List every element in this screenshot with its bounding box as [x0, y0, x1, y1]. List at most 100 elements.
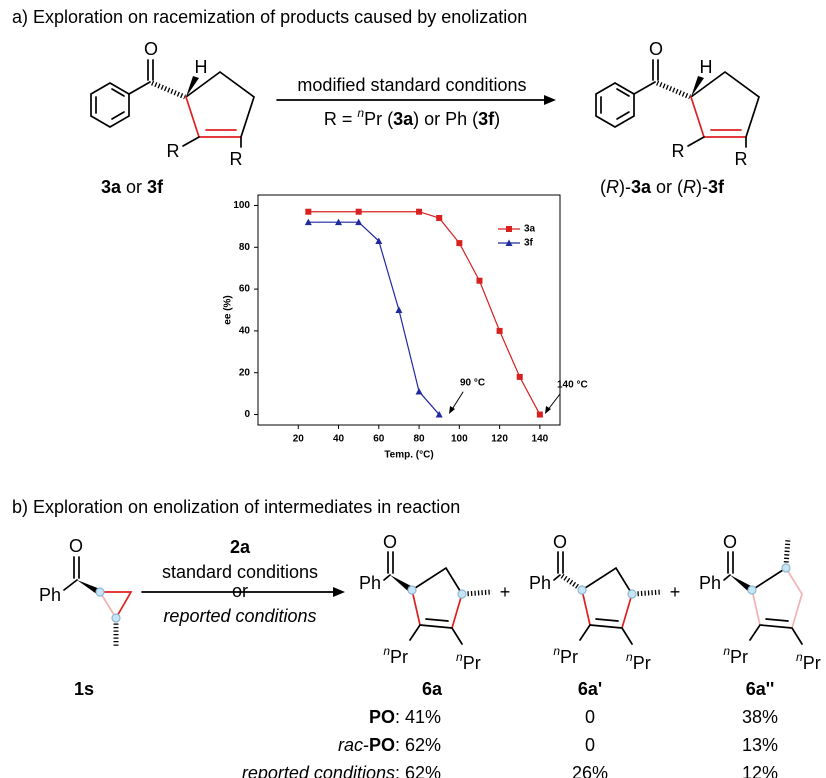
- row-label: PO:: [369, 707, 400, 727]
- hashed-bond: [633, 589, 663, 597]
- atom-dot: [457, 589, 467, 599]
- marker: [536, 411, 543, 418]
- y-axis-label: ee (%): [223, 295, 234, 324]
- hashed-bond: [783, 537, 791, 567]
- hashed-bond: [151, 80, 186, 100]
- plus: +: [500, 582, 511, 602]
- text-part: n: [796, 650, 803, 664]
- bond: [600, 88, 630, 120]
- atom-dot: [577, 585, 587, 595]
- bond: [182, 136, 242, 148]
- hashed-bond: [656, 80, 691, 100]
- label-part: )-: [619, 177, 631, 197]
- y-tick-label: 100: [233, 200, 250, 211]
- label-part: 3f: [147, 177, 164, 197]
- molecule: Ph O nPr nPr: [529, 532, 663, 673]
- table-cell: 62%: [405, 763, 441, 778]
- text-part: :: [395, 735, 400, 755]
- text-part: Pr (: [364, 109, 393, 129]
- atom-dot: [407, 585, 417, 595]
- text-part: n: [553, 644, 560, 658]
- atom: R: [735, 149, 748, 169]
- label-part: 3a: [101, 177, 122, 197]
- legend-marker: [506, 226, 512, 232]
- text-part: Pr: [560, 647, 578, 667]
- condition: standard conditions: [162, 562, 318, 582]
- marker: [375, 237, 383, 244]
- text-part: -: [363, 735, 369, 755]
- marker: [435, 411, 443, 418]
- marker: [305, 208, 312, 215]
- x-axis-label: Temp. (°C): [384, 450, 433, 461]
- molecule: Ph O: [39, 536, 133, 648]
- atom: R: [672, 141, 685, 161]
- reagent: 2a: [230, 537, 251, 557]
- atom-dot: [781, 563, 791, 573]
- compound-label: 6a: [422, 679, 443, 699]
- atom: O: [723, 532, 737, 552]
- text-part: Pr: [463, 653, 481, 673]
- marker: [496, 327, 503, 334]
- table-cell: 0: [585, 735, 595, 755]
- molecule: Ph O nPr nPr: [699, 532, 821, 673]
- marker: [355, 208, 362, 215]
- arrow-head: [545, 406, 551, 414]
- text-part: 3a: [393, 109, 414, 129]
- wedge-bond: [186, 76, 199, 97]
- arrow-head: [449, 406, 455, 414]
- wedge-bond: [730, 575, 753, 593]
- label-part: R: [683, 177, 696, 197]
- hashed-bond: [463, 589, 493, 597]
- section-title: a) Exploration on racemization of produc…: [12, 7, 527, 27]
- series-line: [308, 211, 541, 415]
- marker: [516, 373, 523, 380]
- marker: [416, 208, 423, 215]
- atom: Ph: [39, 585, 61, 605]
- bond: [751, 567, 803, 629]
- bond: [411, 566, 463, 629]
- atom: Ph: [699, 573, 721, 593]
- marker: [436, 215, 443, 221]
- compound-label: (R)-3a or (R)-3f: [600, 177, 725, 197]
- atom: nPr: [456, 650, 481, 673]
- atom: O: [383, 532, 397, 552]
- text-part: n: [626, 650, 633, 664]
- atom-dot: [627, 589, 637, 599]
- x-tick-label: 20: [293, 434, 305, 445]
- bond: [723, 551, 734, 581]
- section-title: b) Exploration on enolization of interme…: [12, 497, 460, 517]
- bond: [383, 551, 394, 581]
- condition: R = nPr (3a) or Ph (3f): [324, 106, 500, 129]
- marker: [304, 218, 312, 226]
- marker: [355, 218, 363, 226]
- row-label: rac-PO:: [338, 735, 400, 755]
- table-cell: 13%: [742, 735, 778, 755]
- atom: nPr: [626, 650, 651, 673]
- atom: Ph: [359, 573, 381, 593]
- table-cell: 12%: [742, 763, 778, 778]
- x-tick-label: 60: [373, 434, 385, 445]
- arrow-head: [544, 95, 556, 105]
- table-values: 41% 0 38% 62% 0 13% 62% 26% 12%: [405, 707, 778, 778]
- label-part: 3a: [631, 177, 652, 197]
- y-tick-label: 80: [239, 242, 251, 253]
- atom: O: [144, 39, 158, 59]
- wedge-bond: [390, 575, 413, 593]
- condition: or: [232, 581, 248, 601]
- bond: [185, 96, 242, 138]
- table-cell: 38%: [742, 707, 778, 727]
- bond: [579, 624, 633, 645]
- atom: O: [69, 536, 83, 556]
- plus: +: [670, 582, 681, 602]
- text-part: Pr: [730, 647, 748, 667]
- annotation: 90 °C: [460, 378, 485, 389]
- row-label: reported conditions:: [242, 763, 400, 778]
- label-part: 3f: [708, 177, 725, 197]
- marker: [415, 388, 423, 395]
- table-cell: 62%: [405, 735, 441, 755]
- wedge-bond: [691, 76, 704, 97]
- text-part: R =: [324, 109, 358, 129]
- atom: H: [700, 57, 713, 77]
- legend-label: 3f: [524, 238, 534, 249]
- text-part: n: [383, 644, 390, 658]
